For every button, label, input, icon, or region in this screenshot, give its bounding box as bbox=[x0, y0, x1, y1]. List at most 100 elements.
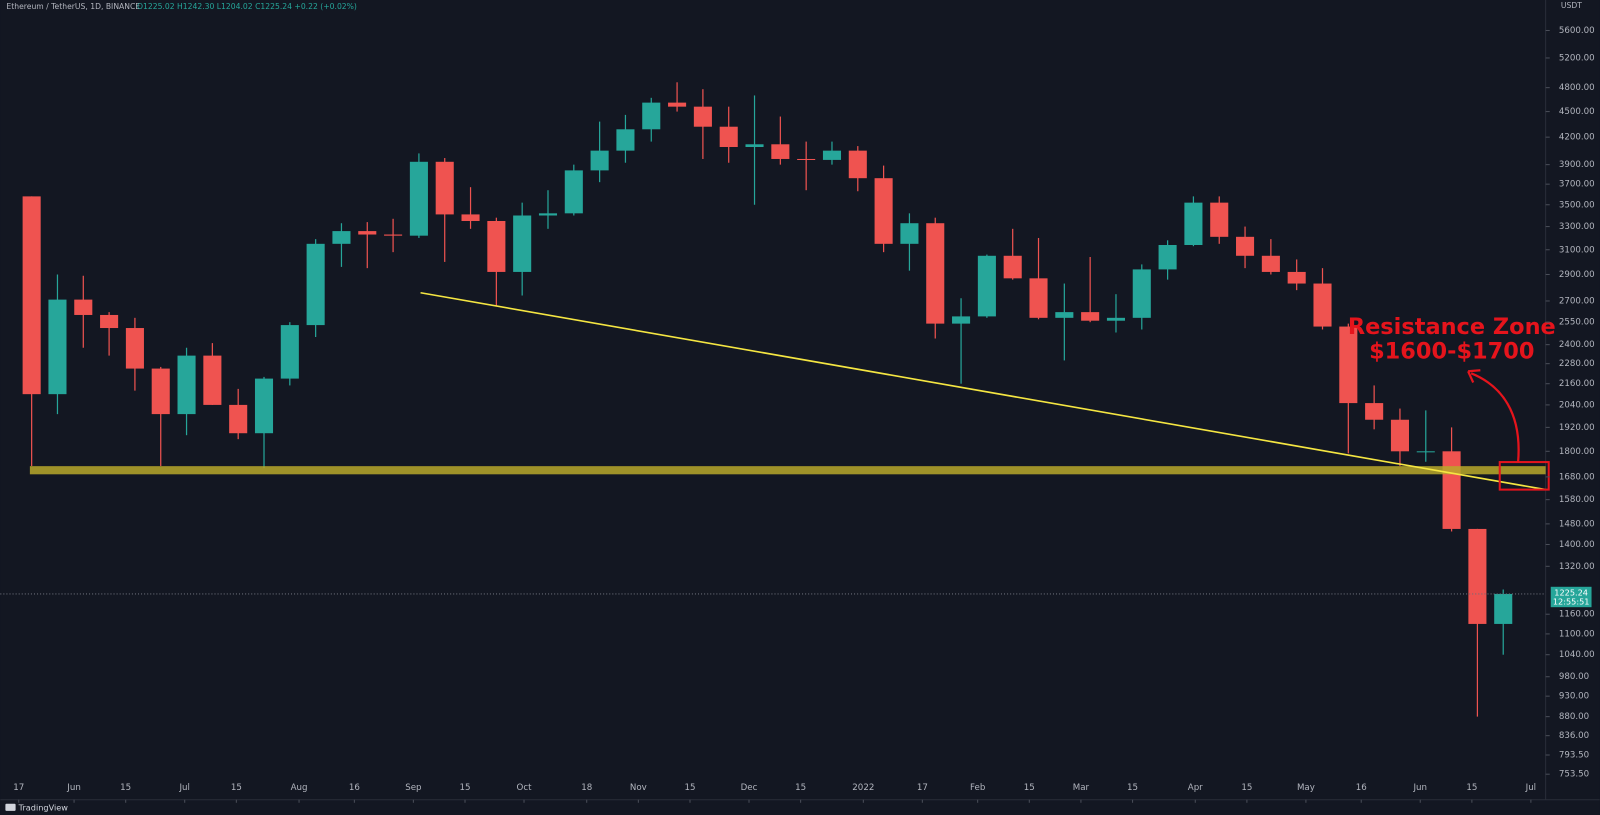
candle bbox=[1029, 237, 1048, 320]
candle bbox=[977, 254, 996, 318]
x-tick-label: Mar bbox=[1073, 783, 1090, 793]
candle bbox=[1055, 283, 1074, 361]
y-tick-label: 2280.00 bbox=[1559, 359, 1595, 369]
brand-logo: TradingView bbox=[5, 802, 68, 812]
y-tick-label: 2160.00 bbox=[1559, 379, 1595, 389]
y-tick-label: 930.00 bbox=[1559, 692, 1589, 702]
candle-body bbox=[900, 223, 919, 244]
candle-body bbox=[151, 368, 170, 415]
candle bbox=[125, 317, 144, 391]
arrow bbox=[1470, 372, 1520, 463]
candle bbox=[693, 89, 712, 159]
candle-body bbox=[203, 355, 222, 405]
candle-body bbox=[668, 102, 687, 107]
y-tick-label: 1800.00 bbox=[1559, 447, 1595, 457]
y-tick-label: 2040.00 bbox=[1559, 400, 1595, 410]
y-tick-label: 793.50 bbox=[1559, 751, 1589, 761]
candle-body bbox=[177, 355, 196, 415]
candle bbox=[358, 222, 377, 269]
candle-body bbox=[797, 158, 816, 160]
candle bbox=[745, 95, 764, 205]
candle-body bbox=[1365, 403, 1384, 420]
y-tick-label: 3900.00 bbox=[1559, 160, 1595, 170]
y-tick-label: 880.00 bbox=[1559, 712, 1589, 722]
candle bbox=[874, 165, 893, 253]
candle-body bbox=[1158, 244, 1177, 270]
x-tick-label: 17 bbox=[917, 783, 928, 793]
candle bbox=[1261, 239, 1280, 275]
candle-body bbox=[1210, 202, 1229, 237]
candle-body bbox=[1029, 278, 1048, 318]
x-tick-label: Sep bbox=[405, 783, 422, 793]
candle-body bbox=[616, 129, 635, 151]
candle-body bbox=[1390, 419, 1409, 452]
candle-body bbox=[229, 404, 248, 434]
candle bbox=[952, 298, 971, 384]
y-tick-label: 1040.00 bbox=[1559, 650, 1595, 660]
y-tick-label: 5200.00 bbox=[1559, 53, 1595, 63]
x-tick-label: Apr bbox=[1188, 783, 1203, 793]
y-tick-label: 4200.00 bbox=[1559, 133, 1595, 143]
y-tick-label: 1160.00 bbox=[1559, 610, 1595, 620]
candle-body bbox=[358, 231, 377, 235]
candle-body bbox=[48, 299, 67, 395]
y-tick-label: 1480.00 bbox=[1559, 519, 1595, 529]
candle bbox=[100, 312, 119, 356]
x-tick-label: 15 bbox=[684, 783, 695, 793]
candle bbox=[1494, 589, 1513, 655]
candle-body bbox=[280, 325, 299, 379]
x-tick-label: 15 bbox=[1024, 783, 1035, 793]
x-tick-label: 17 bbox=[13, 783, 24, 793]
candle bbox=[22, 196, 41, 467]
candle bbox=[771, 116, 790, 165]
candle bbox=[900, 213, 919, 271]
candle-body bbox=[874, 178, 893, 244]
x-tick-label: 16 bbox=[349, 783, 360, 793]
annotation: Resistance Zone bbox=[1348, 314, 1556, 340]
x-tick-label: 15 bbox=[1241, 783, 1252, 793]
candle bbox=[151, 366, 170, 467]
candle-body bbox=[1339, 326, 1358, 404]
candle bbox=[177, 347, 196, 436]
x-tick-label: Jul bbox=[1525, 783, 1536, 793]
candle-body bbox=[642, 102, 661, 130]
candle-body bbox=[1442, 451, 1461, 529]
candle-body bbox=[538, 213, 558, 216]
logo-icon bbox=[5, 803, 16, 811]
candle bbox=[435, 158, 454, 262]
candle-body bbox=[254, 378, 274, 434]
x-tick-label: 16 bbox=[1356, 783, 1367, 793]
candle bbox=[668, 82, 687, 112]
y-tick-label: 1100.00 bbox=[1559, 629, 1595, 639]
candle-body bbox=[745, 144, 764, 147]
candle bbox=[822, 141, 842, 165]
candle-body bbox=[564, 170, 583, 214]
candle bbox=[1158, 240, 1177, 280]
candle-body bbox=[306, 243, 325, 326]
y-tick-label: 3300.00 bbox=[1559, 222, 1595, 232]
candle-body bbox=[1468, 528, 1487, 624]
y-tick-label: 1680.00 bbox=[1559, 472, 1595, 482]
candle-body bbox=[1287, 271, 1306, 284]
y-tick-label: 1400.00 bbox=[1559, 540, 1595, 550]
candle bbox=[1339, 323, 1358, 454]
brand: TradingView bbox=[18, 802, 69, 812]
candle-body bbox=[100, 314, 119, 329]
y-tick-label: 2400.00 bbox=[1559, 340, 1595, 350]
candle bbox=[229, 388, 248, 440]
chart-title: Ethereum / TetherUS, 1D, BINANCE bbox=[6, 2, 140, 11]
candle bbox=[538, 190, 558, 229]
candle-body bbox=[1132, 269, 1151, 318]
candle-body bbox=[822, 150, 842, 160]
y-tick-label: 2900.00 bbox=[1559, 270, 1595, 280]
y-tick-label: 4800.00 bbox=[1559, 83, 1595, 93]
candle-body bbox=[74, 299, 93, 315]
candle-body bbox=[22, 196, 41, 395]
candle bbox=[1184, 196, 1203, 247]
candle-body bbox=[952, 316, 971, 324]
candle bbox=[48, 274, 67, 415]
candle bbox=[1287, 259, 1306, 291]
plot-area bbox=[0, 82, 1546, 717]
x-tick-label: Feb bbox=[970, 783, 986, 793]
